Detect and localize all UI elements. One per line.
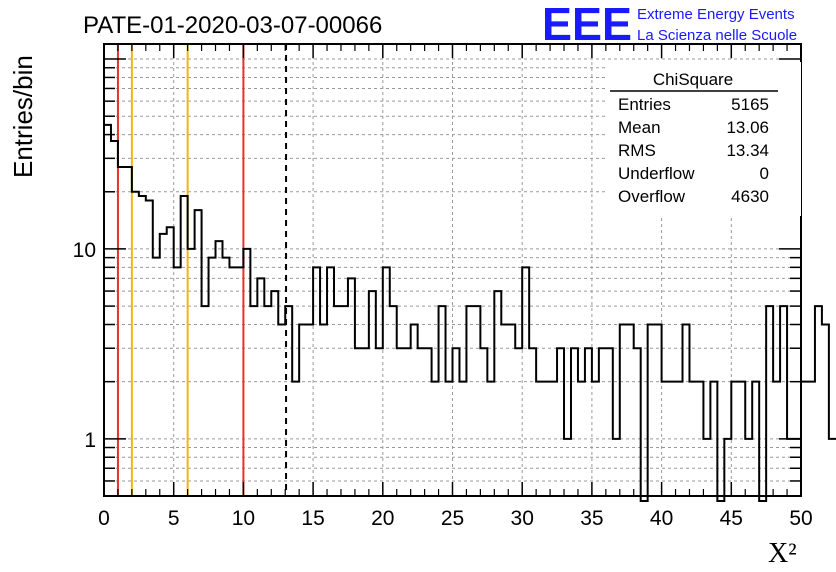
x-tick-label: 5 (168, 507, 180, 530)
histogram-series (104, 123, 836, 502)
logo-line-1: Extreme Energy Events (637, 6, 795, 23)
reference-lines (116, 44, 288, 496)
stats-rms-label: RMS (618, 141, 656, 160)
x-tick-label: 40 (650, 507, 673, 530)
stats-entries-label: Entries (618, 95, 671, 114)
x-tick-label: 50 (789, 507, 812, 530)
stats-mean-value: 13.06 (726, 118, 769, 137)
chart-title: PATE-01-2020-03-07-00066 (83, 12, 382, 39)
x-tick-label: 45 (720, 507, 743, 530)
stats-rms-value: 13.34 (726, 141, 769, 160)
y-tick-label: 10 (73, 239, 96, 262)
x-tick-label: 20 (371, 507, 394, 530)
y-axis-label: Entries/bin (8, 55, 38, 178)
x-tick-label: 10 (232, 507, 255, 530)
logo-line-2: La Scienza nelle Scuole (637, 27, 797, 44)
stats-underflow-value: 0 (760, 164, 769, 183)
stats-entries-value: 5165 (731, 95, 769, 114)
stats-box: ChiSquare Entries 5165 Mean 13.06 RMS 13… (608, 62, 801, 216)
x-tick-label: 15 (301, 507, 324, 530)
stats-mean-label: Mean (618, 118, 661, 137)
stats-title: ChiSquare (653, 70, 733, 89)
x-tick-label: 35 (580, 507, 603, 530)
x-tick-label: 30 (511, 507, 534, 530)
eee-logo: EEE (542, 0, 632, 50)
stats-overflow-label: Overflow (618, 187, 686, 206)
x-axis-label: X² (768, 538, 797, 569)
y-tick-label: 1 (84, 429, 96, 452)
x-tick-label: 25 (441, 507, 464, 530)
stats-underflow-label: Underflow (618, 164, 695, 183)
x-tick-label: 0 (98, 507, 110, 530)
stats-overflow-value: 4630 (731, 187, 769, 206)
